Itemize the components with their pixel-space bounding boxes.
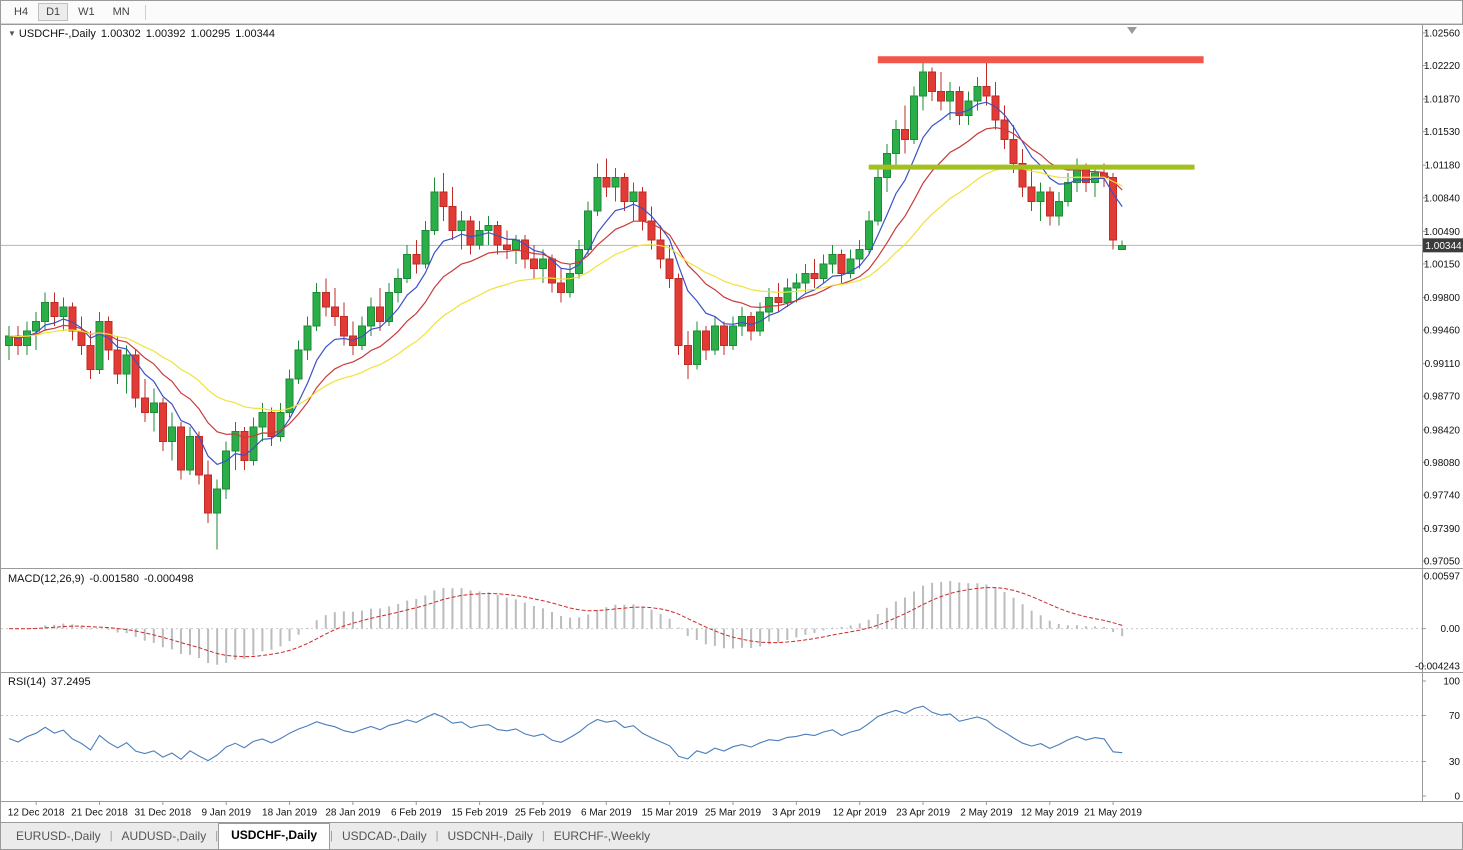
- svg-text:1.00344: 1.00344: [1425, 241, 1462, 252]
- svg-text:0.98420: 0.98420: [1424, 425, 1461, 436]
- tab-usdchf-daily[interactable]: USDCHF-,Daily: [218, 823, 331, 849]
- chart-shift-marker-icon[interactable]: [1127, 27, 1137, 34]
- tab-usdcnh-daily[interactable]: USDCNH-,Daily: [447, 829, 533, 843]
- svg-text:1.01530: 1.01530: [1424, 127, 1461, 138]
- chart-tabbar: EURUSD-,Daily | AUDUSD-,Daily | USDCHF-,Dail…: [1, 822, 1462, 849]
- svg-text:0.98080: 0.98080: [1424, 458, 1461, 469]
- svg-text:0.99800: 0.99800: [1424, 293, 1461, 304]
- chart-area: 1.02560 1.02220 1.01870 1.01530 1.01180 1.008…: [1, 24, 1463, 822]
- tab-separator: |: [215, 830, 219, 842]
- svg-text:0: 0: [1454, 792, 1460, 803]
- ma-fast-line: [8, 101, 1123, 466]
- tab-separator: |: [541, 830, 545, 842]
- svg-text:1.00490: 1.00490: [1424, 227, 1461, 238]
- svg-text:12 Apr 2019: 12 Apr 2019: [833, 808, 887, 819]
- svg-text:15 Feb 2019: 15 Feb 2019: [452, 808, 509, 819]
- macd-axis: 0.00597 0.00 -0.004243: [1415, 572, 1460, 673]
- svg-text:18 Jan 2019: 18 Jan 2019: [262, 808, 317, 819]
- svg-text:25 Mar 2019: 25 Mar 2019: [705, 808, 762, 819]
- svg-text:12 May 2019: 12 May 2019: [1021, 808, 1079, 819]
- panel-frame: [1, 24, 1463, 802]
- svg-text:2 May 2019: 2 May 2019: [960, 808, 1013, 819]
- svg-text:25 Feb 2019: 25 Feb 2019: [515, 808, 572, 819]
- current-price-badge: 1.00344: [1423, 238, 1463, 253]
- svg-text:-0.004243: -0.004243: [1415, 662, 1460, 673]
- svg-text:31 Dec 2018: 31 Dec 2018: [134, 808, 191, 819]
- timeframe-button-w1[interactable]: W1: [78, 6, 95, 18]
- date-axis: 12 Dec 2018 21 Dec 2018 31 Dec 2018 9 Jan 2…: [8, 801, 1142, 819]
- price-axis: 1.02560 1.02220 1.01870 1.01530 1.01180 1.008…: [1422, 28, 1461, 568]
- svg-text:1.02560: 1.02560: [1424, 28, 1461, 39]
- svg-text:3 Apr 2019: 3 Apr 2019: [772, 808, 821, 819]
- svg-text:0.97050: 0.97050: [1424, 557, 1461, 568]
- svg-text:0.97740: 0.97740: [1424, 490, 1461, 501]
- chart-canvas[interactable]: 1.02560 1.02220 1.01870 1.01530 1.01180 1.008…: [1, 24, 1463, 822]
- svg-text:1.01180: 1.01180: [1425, 161, 1461, 172]
- svg-text:1.01870: 1.01870: [1424, 95, 1461, 106]
- svg-text:21 Dec 2018: 21 Dec 2018: [71, 808, 128, 819]
- timeframe-button-mn[interactable]: MN: [112, 6, 130, 18]
- svg-text:21 May 2019: 21 May 2019: [1084, 808, 1142, 819]
- svg-text:1.00840: 1.00840: [1424, 193, 1461, 204]
- macd-signal-line: [8, 587, 1123, 658]
- svg-text:15 Mar 2019: 15 Mar 2019: [642, 808, 699, 819]
- svg-text:1.02220: 1.02220: [1424, 61, 1461, 72]
- svg-text:30: 30: [1449, 757, 1461, 768]
- ma-mid-line: [8, 126, 1123, 439]
- tab-usdcad-daily[interactable]: USDCAD-,Daily: [341, 829, 427, 843]
- tab-separator: |: [109, 830, 113, 842]
- svg-text:70: 70: [1449, 711, 1461, 722]
- tab-audusd-daily[interactable]: AUDUSD-,Daily: [121, 829, 207, 843]
- svg-text:28 Jan 2019: 28 Jan 2019: [325, 808, 380, 819]
- toolbar-separator: [144, 4, 146, 20]
- svg-text:6 Feb 2019: 6 Feb 2019: [391, 808, 442, 819]
- svg-text:100: 100: [1443, 677, 1460, 688]
- svg-text:0.98770: 0.98770: [1424, 392, 1461, 403]
- svg-text:0.99460: 0.99460: [1424, 326, 1461, 337]
- tab-separator: |: [330, 830, 333, 842]
- candles: [5, 62, 1127, 550]
- svg-text:9 Jan 2019: 9 Jan 2019: [201, 808, 251, 819]
- svg-text:0.97390: 0.97390: [1424, 524, 1461, 535]
- svg-text:0.99110: 0.99110: [1425, 359, 1461, 370]
- timeframe-buttons: H4 D1 W1 MN: [1, 1, 1462, 24]
- timeframe-button-h4[interactable]: H4: [14, 6, 29, 18]
- svg-text:6 Mar 2019: 6 Mar 2019: [581, 808, 632, 819]
- svg-text:0.00597: 0.00597: [1424, 572, 1461, 583]
- rsi-line: [8, 705, 1123, 762]
- svg-text:23 Apr 2019: 23 Apr 2019: [896, 808, 950, 819]
- ma-slow-line: [8, 166, 1123, 412]
- tab-eurchf-weekly[interactable]: EURCHF-,Weekly: [553, 829, 651, 843]
- timeframe-button-d1[interactable]: D1: [38, 3, 69, 21]
- svg-text:1.00150: 1.00150: [1424, 259, 1461, 270]
- tab-eurusd-daily[interactable]: EURUSD-,Daily: [16, 829, 101, 843]
- tab-separator: |: [435, 830, 439, 842]
- svg-text:12 Dec 2018: 12 Dec 2018: [8, 808, 65, 819]
- macd-indicator: [8, 580, 1124, 665]
- rsi-axis: 100 70 30 0: [1422, 677, 1460, 803]
- svg-text:0.00: 0.00: [1441, 624, 1461, 635]
